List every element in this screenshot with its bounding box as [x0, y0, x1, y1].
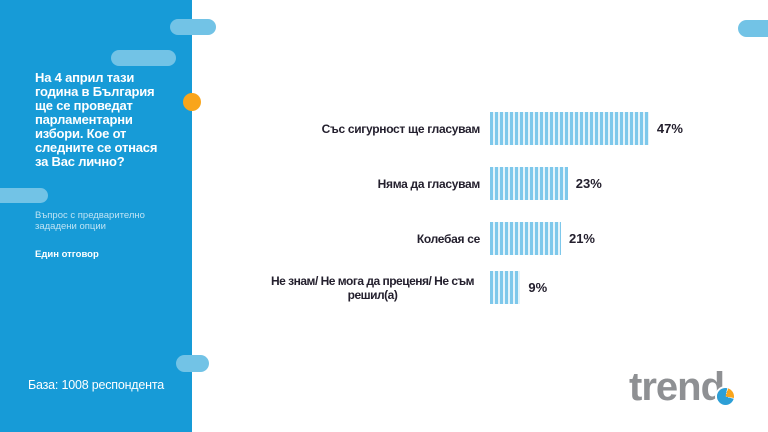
bar: [490, 167, 568, 200]
answer-type-note: Един отговор: [35, 249, 99, 260]
trend-logo: trend: [629, 365, 725, 410]
value-label: 23%: [575, 176, 602, 191]
decor-pill-top-cross: [170, 19, 216, 35]
question-title: На 4 април тази година в България ще се …: [35, 70, 158, 169]
category-label: Няма да гласувам: [377, 176, 481, 191]
trend-logo-text: trend: [629, 365, 725, 409]
value-label: 21%: [568, 231, 595, 246]
category-label: Не знам/ Не мога да преценя/ Не съм реши…: [271, 273, 475, 302]
question-subtitle: Въпрос с предварително зададени опции: [35, 210, 145, 232]
sample-base-note: База: 1008 респондента: [28, 378, 164, 392]
category-label: Колебая се: [416, 231, 480, 246]
orange-dot: [183, 93, 201, 111]
value-label: 9%: [528, 280, 548, 295]
chart-row: Със сигурност ще гласувам 47%: [265, 112, 683, 145]
decor-pill-top-inner: [111, 50, 176, 66]
decor-pill-top-right: [738, 20, 768, 37]
value-label: 47%: [656, 121, 683, 136]
bar-chart: Със сигурност ще гласувам 47% Няма да глас…: [265, 112, 683, 326]
decor-pill-bottom-edge: [176, 355, 209, 372]
chart-row: Колебая се 21%: [265, 222, 683, 255]
chart-row: Няма да гласувам 23%: [265, 167, 683, 200]
chart-row: Не знам/ Не мога да преценя/ Не съм реши…: [265, 271, 683, 304]
bar: [490, 222, 561, 255]
decor-pill-left-edge: [0, 188, 48, 203]
category-label: Със сигурност ще гласувам: [321, 121, 481, 136]
pie-chart-icon: [717, 388, 734, 405]
bar: [490, 112, 649, 145]
sidebar: На 4 април тази година в България ще се …: [0, 0, 192, 432]
bar: [490, 271, 521, 304]
